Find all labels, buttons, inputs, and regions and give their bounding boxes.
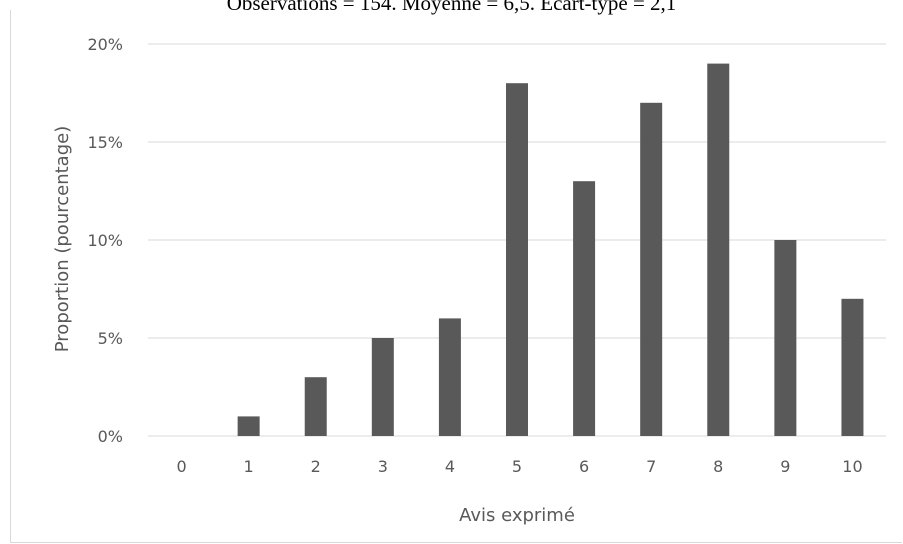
- y-tick-label: 10%: [87, 231, 123, 250]
- x-tick-label: 10: [842, 457, 862, 476]
- y-axis-title: Proportion (pourcentage): [52, 126, 73, 352]
- y-tick-label: 5%: [98, 329, 123, 348]
- bar-5: [506, 83, 528, 436]
- x-tick-labels: 0 1 2 3 4 5 6 7 8 9 10: [176, 457, 862, 476]
- x-tick-label: 5: [512, 457, 522, 476]
- bar-6: [573, 181, 596, 436]
- x-tick-label: 2: [311, 457, 321, 476]
- x-tick-label: 7: [646, 457, 656, 476]
- y-tick-label: 15%: [87, 133, 123, 152]
- x-tick-label: 0: [176, 457, 186, 476]
- chart-frame: [10, 10, 902, 543]
- y-tick-labels: 0% 5% 10% 15% 20%: [87, 35, 123, 446]
- x-axis-title: Avis exprimé: [459, 505, 575, 526]
- bar-8: [707, 63, 730, 436]
- x-tick-label: 9: [780, 457, 790, 476]
- bar-1: [237, 416, 260, 436]
- x-tick-label: 8: [713, 457, 723, 476]
- y-tick-label: 0%: [98, 427, 123, 446]
- bar-2: [304, 377, 327, 436]
- y-tick-label: 20%: [87, 35, 123, 54]
- x-tick-label: 1: [244, 457, 254, 476]
- x-tick-label: 6: [579, 457, 589, 476]
- bar-4: [438, 318, 461, 436]
- bar-10: [841, 298, 864, 436]
- bars: [237, 63, 864, 437]
- chart-title: Observations = 154. Moyenne = 6,5. Ecart…: [226, 0, 677, 15]
- bar-3: [371, 338, 394, 436]
- x-tick-label: 3: [378, 457, 388, 476]
- bar-7: [640, 102, 663, 437]
- x-tick-label: 4: [445, 457, 455, 476]
- bar-9: [774, 240, 797, 436]
